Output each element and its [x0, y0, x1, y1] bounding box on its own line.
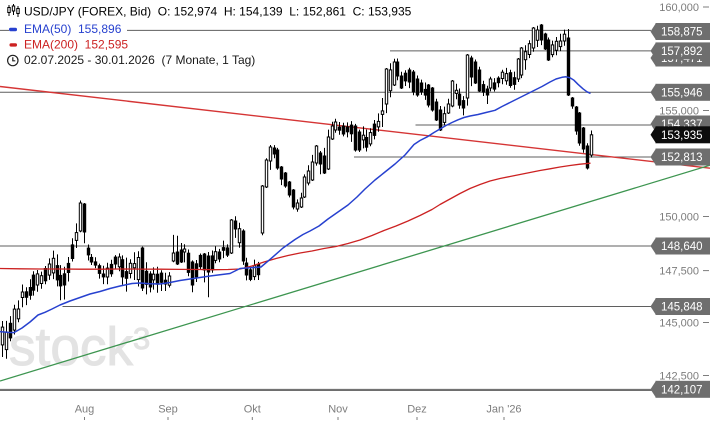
svg-text:152,813: 152,813: [661, 152, 703, 164]
svg-text:USD/JPY (FOREX, Bid) O: 152,9: USD/JPY (FOREX, Bid) O: 152,974 H: 154,1…: [24, 4, 412, 18]
svg-text:02.07.2025 - 30.01.2026 (7 Mo: 02.07.2025 - 30.01.2026 (7 Monate, 1 Tag…: [24, 53, 255, 67]
svg-text:147,500: 147,500: [659, 266, 699, 278]
svg-text:142,107: 142,107: [661, 384, 703, 396]
svg-text:Nov: Nov: [328, 404, 348, 416]
svg-text:EMA(200) 152,595: EMA(200) 152,595: [24, 37, 128, 51]
svg-text:153,935: 153,935: [661, 130, 703, 142]
svg-text:150,000: 150,000: [659, 212, 699, 224]
svg-text:Dez: Dez: [407, 404, 427, 416]
svg-text:Okt: Okt: [244, 404, 261, 416]
svg-text:145,848: 145,848: [661, 302, 703, 314]
svg-text:145,000: 145,000: [659, 318, 699, 330]
svg-text:EMA(50) 155,896: EMA(50) 155,896: [24, 22, 122, 36]
svg-text:148,640: 148,640: [661, 241, 703, 253]
svg-text:155,946: 155,946: [661, 87, 703, 99]
svg-text:Aug: Aug: [75, 404, 95, 416]
svg-text:Jan '26: Jan '26: [486, 404, 521, 416]
svg-text:Sep: Sep: [158, 404, 178, 416]
svg-text:158,875: 158,875: [661, 27, 703, 39]
svg-text:stock: stock: [9, 317, 134, 377]
svg-text:160,000: 160,000: [659, 2, 699, 14]
svg-text:157,892: 157,892: [661, 46, 703, 58]
svg-text:142,500: 142,500: [659, 371, 699, 383]
